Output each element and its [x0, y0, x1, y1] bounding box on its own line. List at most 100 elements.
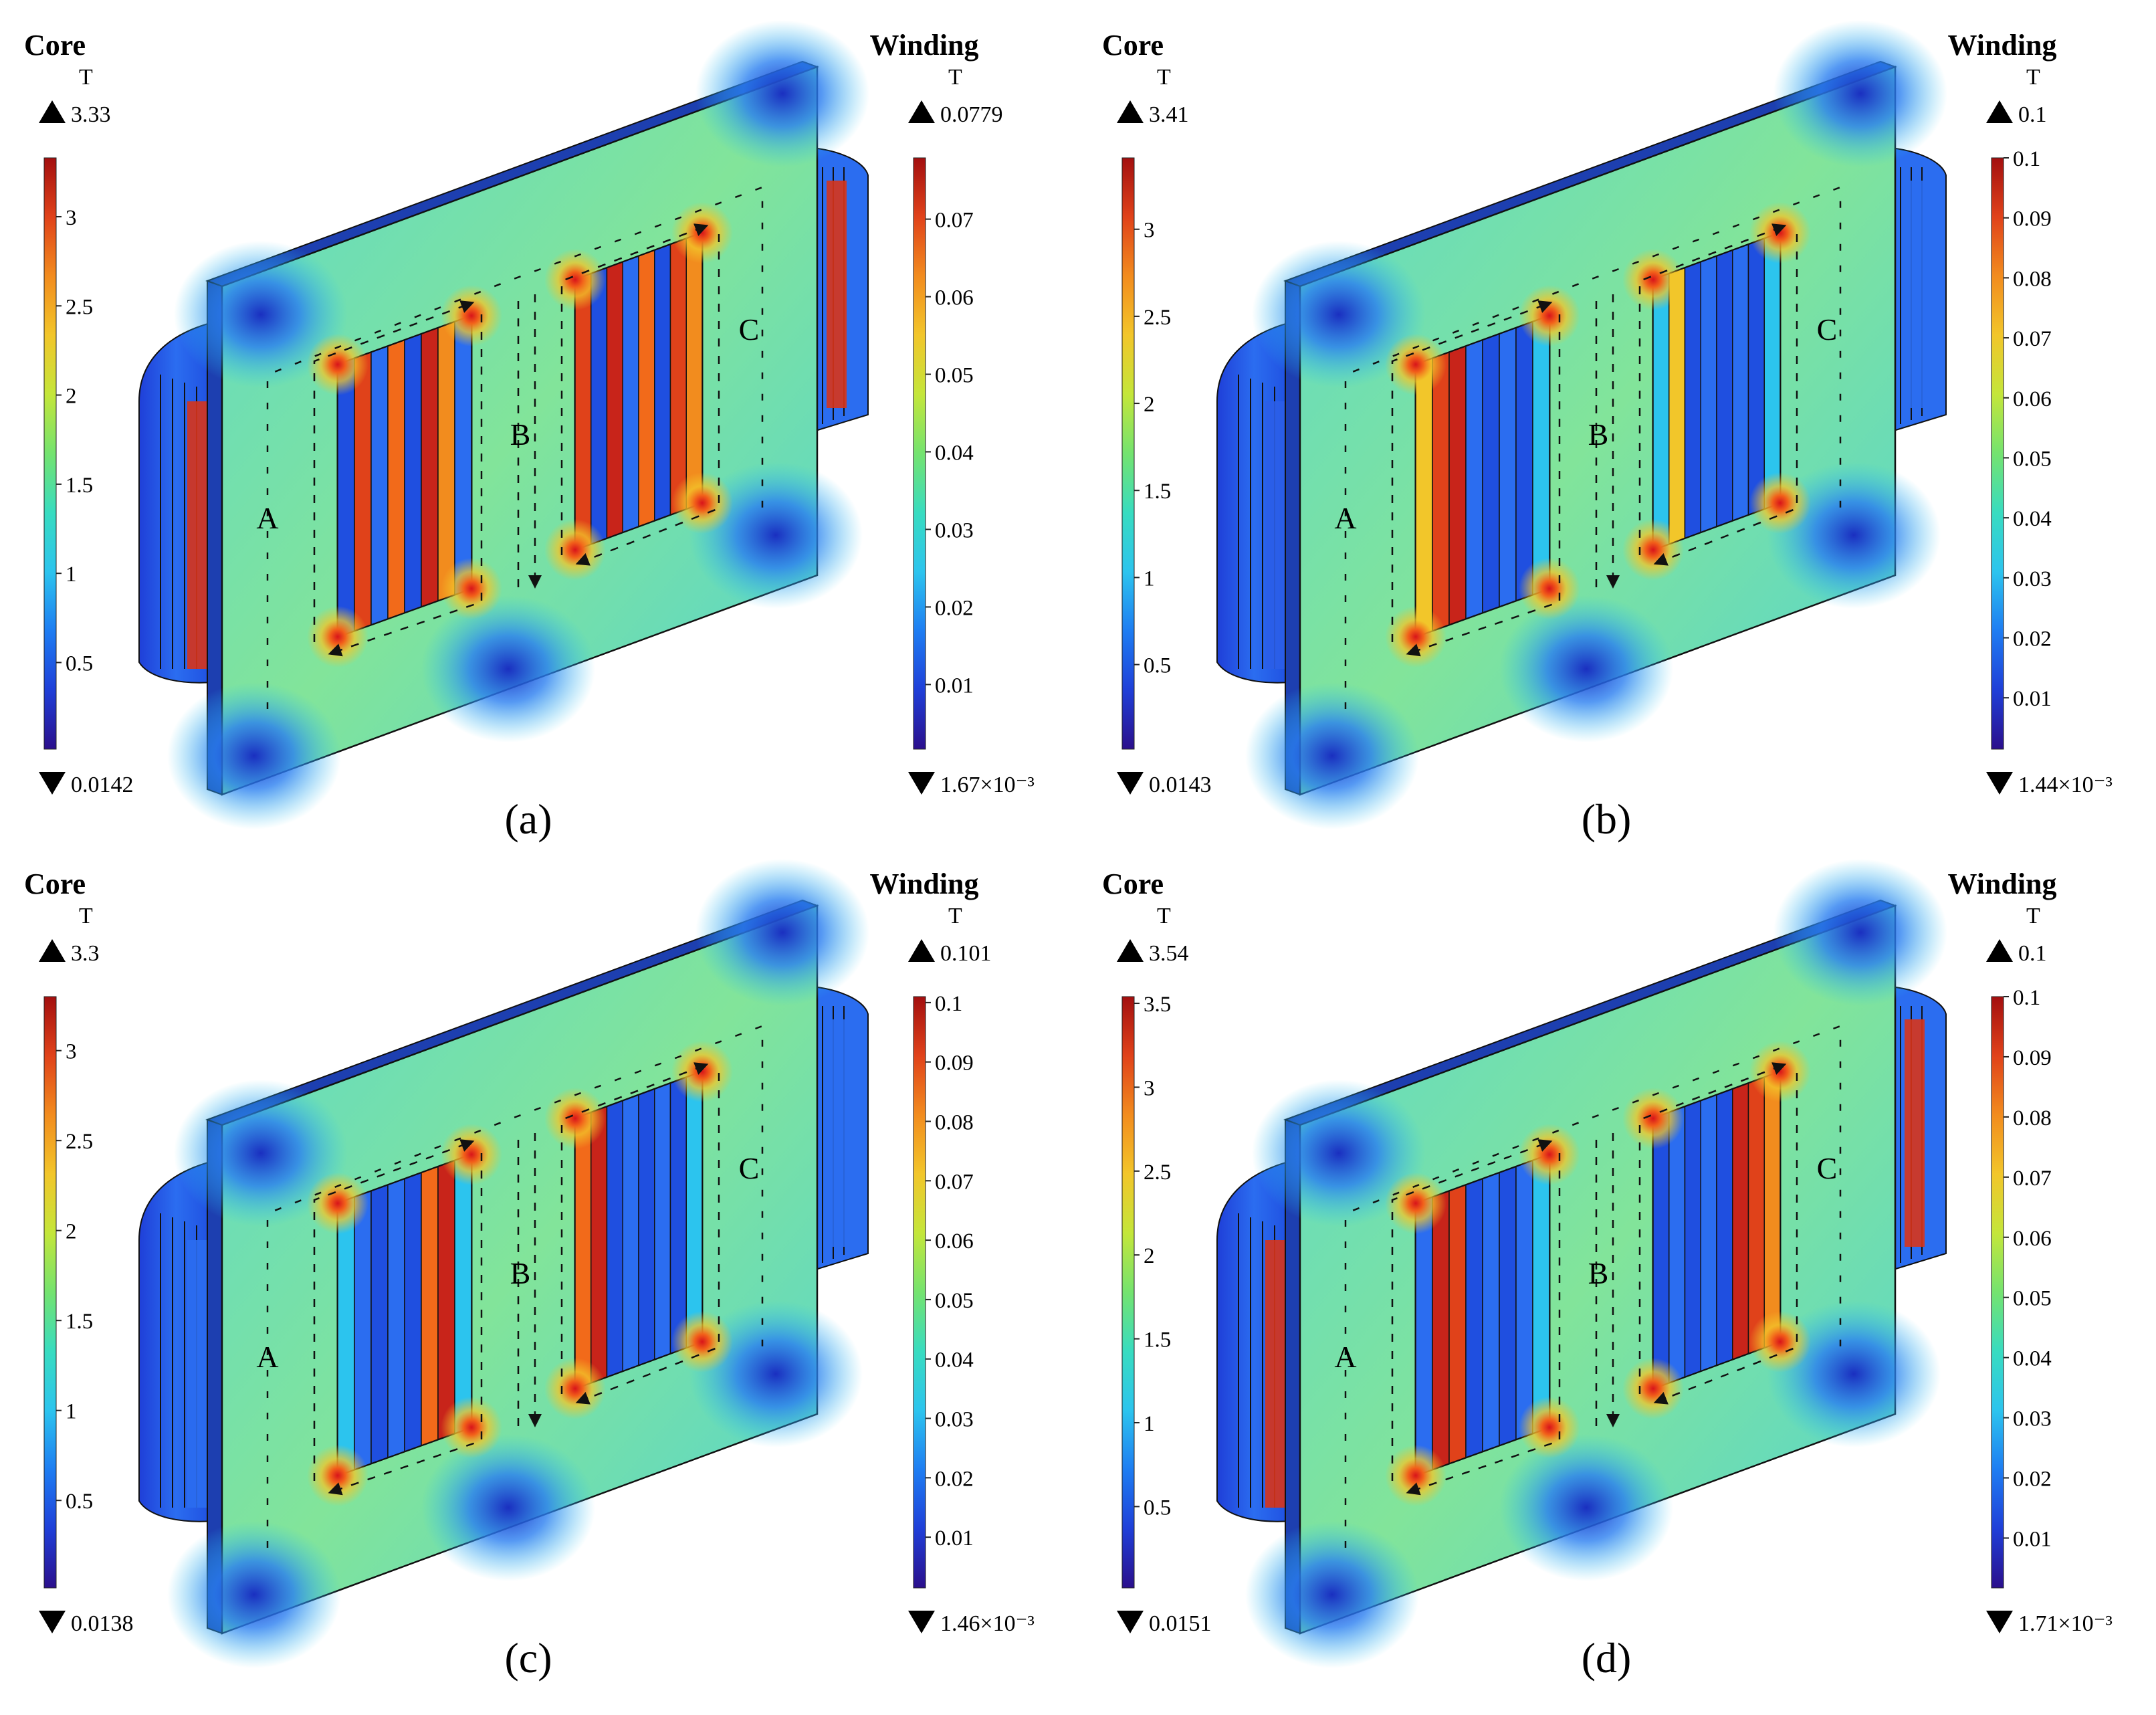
winding-strip	[638, 1088, 655, 1367]
core-colorbar-tick-label: 1	[66, 563, 77, 587]
core-colorbar-tick-label: 2	[66, 1220, 77, 1244]
winding-strip	[437, 1160, 455, 1441]
core-colorbar-tick-label: 3	[1144, 219, 1155, 243]
core-colorbar-title: Core	[24, 868, 86, 900]
winding-strip	[1732, 1082, 1749, 1360]
min-triangle-icon	[1986, 1611, 2013, 1633]
limb-label-c: C	[1817, 312, 1838, 346]
window-right	[544, 1041, 733, 1419]
winding-colorbar-tick-label: 0.1	[2013, 147, 2040, 171]
winding-strip	[638, 249, 655, 528]
winding-colorbar-tick-label: 0.07	[2013, 1167, 2052, 1191]
core-colorbar-gradient	[1121, 157, 1135, 750]
winding-strip	[454, 314, 472, 596]
low-flux-region	[1252, 1080, 1426, 1227]
flux-hotspot	[1385, 334, 1446, 395]
low-flux-region	[174, 1080, 348, 1227]
limb-label-a: A	[1334, 501, 1356, 535]
flux-hotspot	[1622, 519, 1684, 581]
winding-colorbar-tick-label: 0.03	[935, 518, 974, 542]
winding-strip	[1652, 1112, 1670, 1390]
flux-hotspot	[307, 1173, 368, 1234]
limb-label-a: A	[256, 1340, 278, 1374]
window-left	[1385, 1124, 1580, 1506]
winding-strip	[1432, 1190, 1450, 1471]
core-colorbar-unit: T	[1157, 65, 1171, 90]
core-colorbar-tick-label: 3	[66, 1040, 77, 1064]
core-colorbar-max-label: 3.54	[1149, 941, 1189, 966]
winding-strip	[669, 237, 687, 516]
flux-hotspot	[671, 1311, 733, 1373]
winding-colorbar-tick-label: 0.06	[2013, 387, 2052, 411]
winding-strip	[1747, 237, 1765, 516]
winding-colorbar-tick-label: 0.09	[935, 1051, 974, 1076]
winding-strip	[1700, 1094, 1717, 1372]
core-colorbar-max-label: 3.33	[71, 102, 111, 127]
core-colorbar-title: Core	[1102, 29, 1164, 62]
flux-hotspot	[544, 249, 606, 310]
winding-strip	[654, 243, 671, 522]
winding-strip	[574, 1112, 592, 1390]
window-right	[544, 202, 733, 581]
core-colorbar-tick-label: 1.5	[66, 1310, 93, 1334]
core-colorbar-tick-label: 3	[1144, 1076, 1155, 1100]
winding-strip	[421, 1166, 439, 1447]
low-flux-region	[1773, 859, 1947, 1006]
low-flux-region	[167, 682, 341, 829]
winding-strip	[354, 351, 372, 632]
low-flux-region	[421, 1434, 595, 1581]
winding-colorbar-tick-label: 0.06	[935, 286, 974, 310]
winding-strip	[622, 255, 639, 533]
flux-hotspot	[1385, 1173, 1446, 1234]
winding-strip	[404, 333, 422, 614]
core-colorbar-tick-label: 2.5	[1144, 306, 1171, 330]
winding-strip	[1415, 357, 1433, 638]
core-colorbar-tick-label: 2.5	[1144, 1161, 1171, 1185]
winding-colorbar-gradient	[913, 157, 926, 750]
min-triangle-icon	[1986, 772, 2013, 795]
winding-colorbar-min-label: 1.71×10⁻³	[2018, 1611, 2113, 1636]
winding-colorbar-min-label: 1.46×10⁻³	[940, 1611, 1035, 1636]
core-colorbar-tick-label: 0.5	[1144, 654, 1171, 678]
winding-strip	[1432, 351, 1450, 632]
core-colorbar-tick-label: 2.5	[66, 295, 93, 319]
coil-right	[802, 985, 869, 1275]
flux-hotspot	[307, 1445, 368, 1506]
winding-strip	[337, 1196, 355, 1477]
winding-colorbar-gradient	[913, 996, 926, 1589]
min-triangle-icon	[1117, 1611, 1144, 1633]
winding-strip	[421, 327, 439, 608]
core-colorbar-tick-label: 1.5	[1144, 480, 1171, 504]
flux-hotspot	[1519, 558, 1580, 619]
panel-c: A B C Core T 3.3 3 2.5 2 1.5 1 0.5 0.0138 Winding T 0.1…	[24, 859, 1035, 1682]
flux-hotspot	[1385, 1445, 1446, 1506]
max-triangle-icon	[908, 939, 935, 962]
panel-caption: (a)	[504, 795, 552, 843]
winding-strip	[404, 1172, 422, 1453]
winding-strip	[1763, 231, 1781, 510]
max-triangle-icon	[908, 100, 935, 123]
winding-colorbar-max-label: 0.1	[2018, 102, 2047, 127]
winding-colorbar-unit: T	[948, 904, 962, 928]
winding-strip	[1532, 314, 1550, 596]
winding-colorbar-tick-label: 0.04	[935, 1348, 974, 1373]
limb-label-c: C	[739, 312, 760, 346]
winding-strip	[1668, 267, 1686, 545]
limb-label-b: B	[1588, 1256, 1609, 1290]
core-colorbar-max-label: 3.3	[71, 941, 100, 966]
flux-lines	[266, 186, 764, 709]
winding-colorbar-tick-label: 0.02	[2013, 627, 2052, 651]
core-colorbar-tick-label: 1.5	[1144, 1328, 1171, 1352]
winding-colorbar-title: Winding	[869, 29, 978, 62]
winding-colorbar-tick-label: 0.09	[2013, 207, 2052, 231]
winding-colorbar-gradient	[1991, 157, 2004, 750]
winding-colorbar-tick-label: 0.05	[2013, 447, 2052, 471]
window-left	[1385, 285, 1580, 668]
transformer-core: A B C	[1216, 20, 1947, 829]
winding-strip	[437, 321, 455, 602]
winding-colorbar-min-label: 1.67×10⁻³	[940, 773, 1035, 797]
winding-strip	[654, 1082, 671, 1360]
max-triangle-icon	[1117, 100, 1144, 123]
max-triangle-icon	[1986, 100, 2013, 123]
winding-colorbar: Winding T 0.1 0.1 0.09 0.08 0.07 0.06 0.05 0.04 0.…	[1947, 868, 2112, 1636]
